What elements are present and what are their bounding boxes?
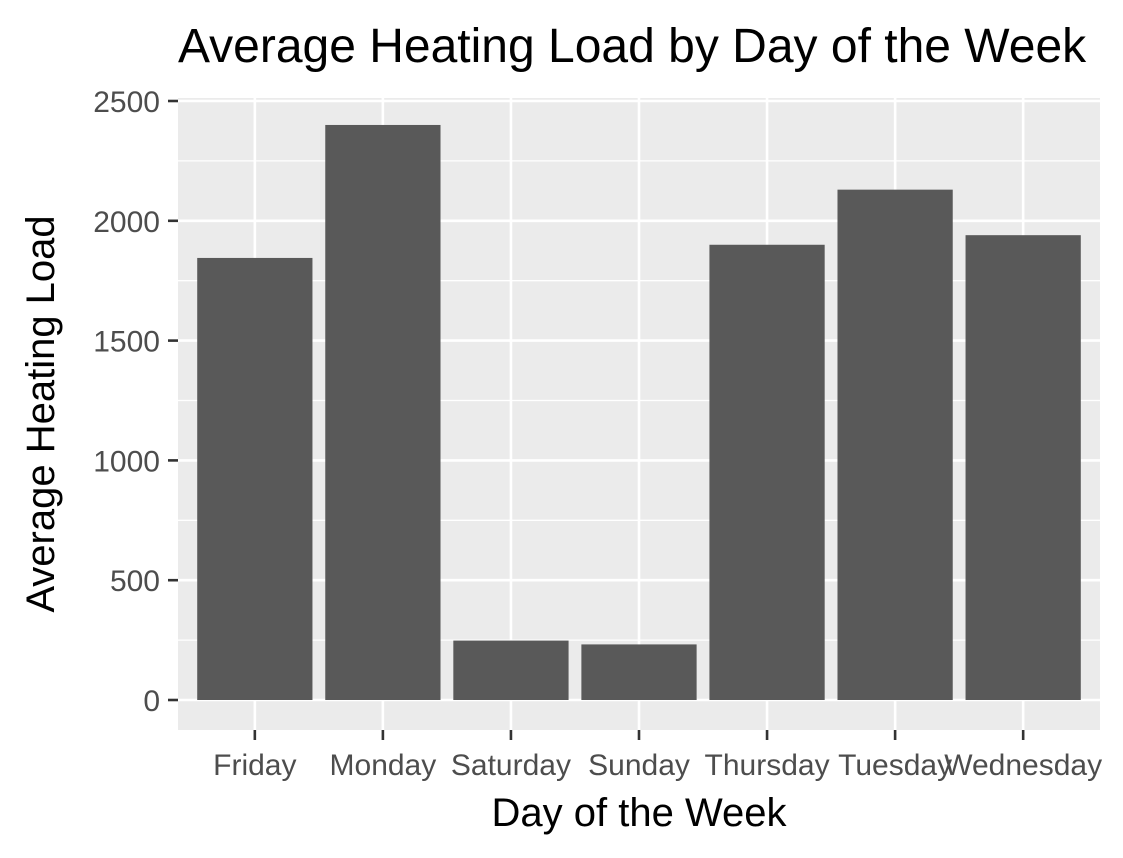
chart-title: Average Heating Load by Day of the Week: [178, 20, 1087, 73]
x-tick-label: Thursday: [705, 749, 830, 782]
x-axis-title: Day of the Week: [492, 791, 788, 835]
bar-saturday: [453, 640, 569, 700]
y-tick-label: 0: [143, 685, 160, 718]
x-tick-label: Tuesday: [838, 749, 952, 782]
x-axis: Friday Monday Saturday Sunday Thursday Tuesda…: [213, 730, 1102, 782]
bar-wednesday: [965, 235, 1081, 700]
y-tick-label: 500: [110, 565, 160, 598]
x-tick-label: Monday: [330, 749, 437, 782]
bar-monday: [325, 124, 441, 700]
bars: [197, 124, 1081, 701]
bar-tuesday: [837, 189, 953, 701]
x-tick-label: Wednesday: [944, 749, 1102, 782]
x-tick-label: Friday: [213, 749, 296, 782]
bar-friday: [197, 257, 313, 700]
y-tick-label: 2500: [93, 86, 160, 119]
y-axis-title: Average Heating Load: [19, 215, 63, 612]
bar-thursday: [709, 244, 825, 700]
x-tick-label: Saturday: [451, 749, 571, 782]
x-tick-label: Sunday: [588, 749, 690, 782]
bar-sunday: [581, 644, 697, 700]
y-tick-label: 2000: [93, 206, 160, 239]
y-axis: 0 500 1000 1500 2000 2500: [93, 86, 178, 718]
y-tick-label: 1500: [93, 326, 160, 359]
y-tick-label: 1000: [93, 445, 160, 478]
